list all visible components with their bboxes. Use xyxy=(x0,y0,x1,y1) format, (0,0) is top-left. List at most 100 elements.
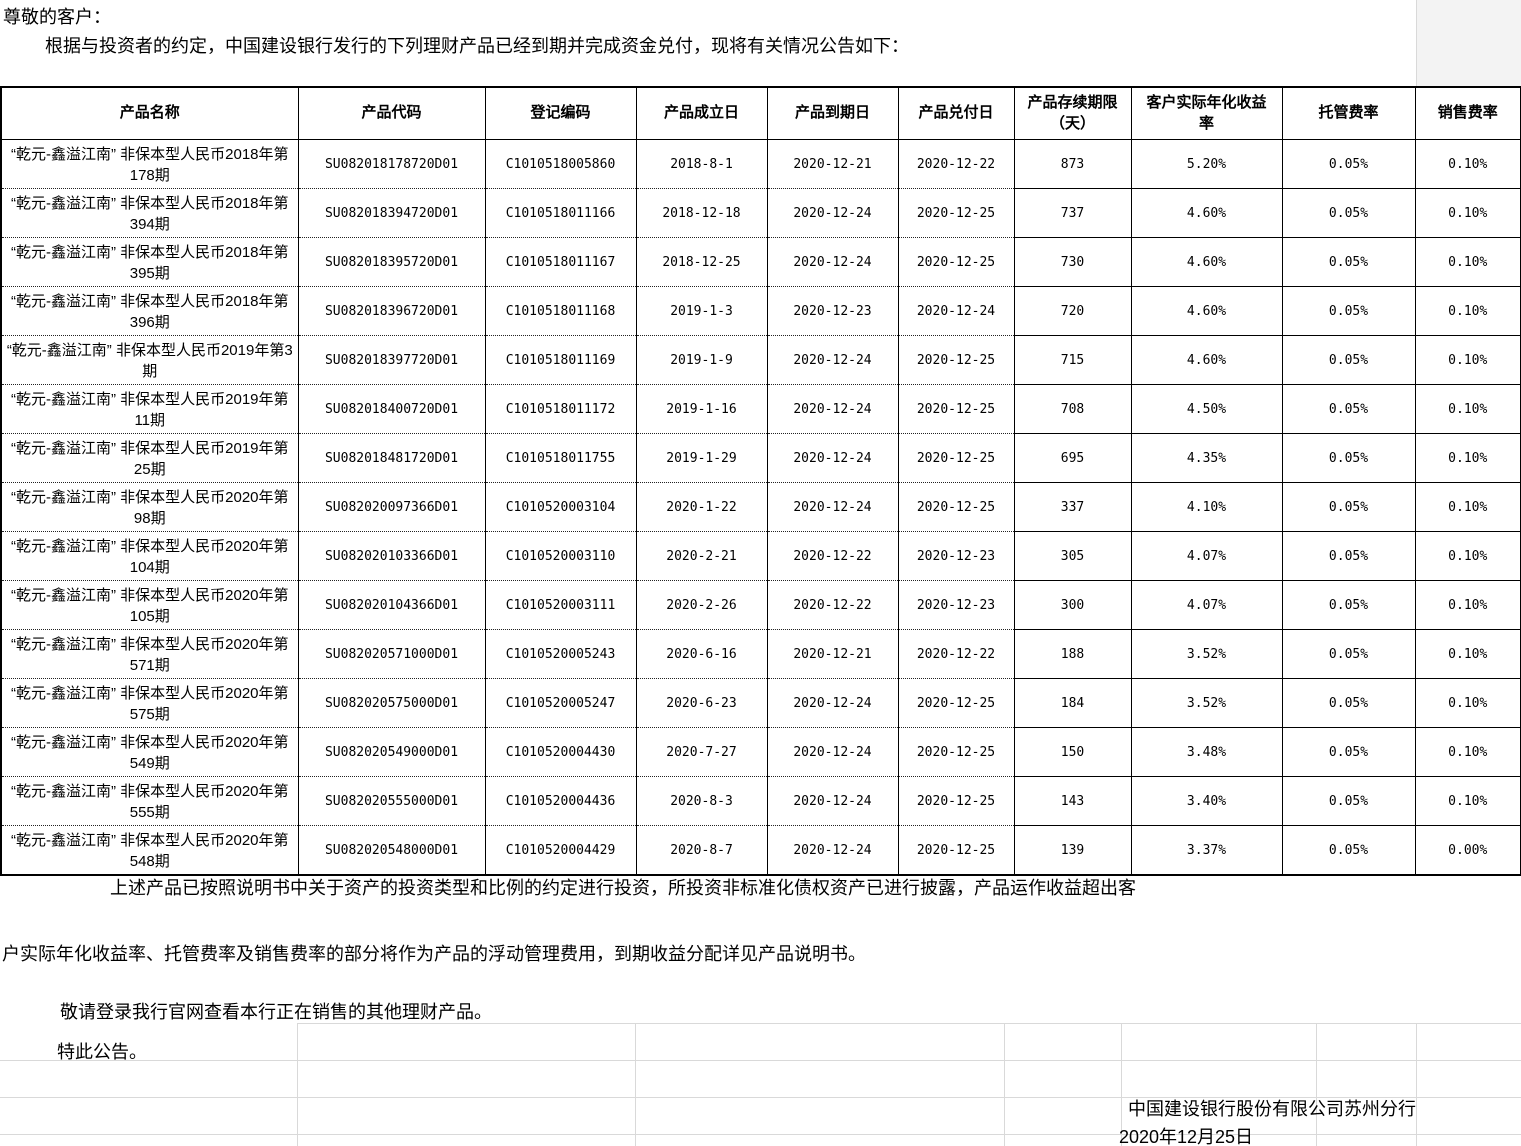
product-value-cell: 0.10% xyxy=(1415,629,1521,679)
column-header: 产品到期日 xyxy=(767,87,899,140)
greeting-text: 尊敬的客户： xyxy=(3,7,111,27)
product-name-cell: “乾元-鑫溢江南” 非保本型人民币2018年第394期 xyxy=(1,188,299,238)
product-value-cell: 0.10% xyxy=(1415,678,1521,728)
column-header: 托管费率 xyxy=(1282,87,1416,140)
product-value-cell: 2020-8-7 xyxy=(636,825,768,876)
product-value-cell: 708 xyxy=(1014,384,1132,434)
other-products-note: 敬请登录我行官网查看本行正在销售的其他理财产品。 xyxy=(60,1002,492,1022)
product-value-cell: 2020-12-25 xyxy=(898,384,1015,434)
product-value-cell: 2020-12-22 xyxy=(767,580,899,630)
product-value-cell: 2019-1-3 xyxy=(636,286,768,336)
product-name-cell: “乾元-鑫溢江南” 非保本型人民币2020年第549期 xyxy=(1,727,299,777)
product-value-cell: 720 xyxy=(1014,286,1132,336)
product-value-cell: 0.05% xyxy=(1282,335,1416,385)
product-value-cell: 0.10% xyxy=(1415,776,1521,826)
product-value-cell: SU082020571000D01 xyxy=(298,629,486,679)
table-row: “乾元-鑫溢江南” 非保本型人民币2018年第396期 SU08201839672… xyxy=(1,286,1521,336)
product-value-cell: 2019-1-16 xyxy=(636,384,768,434)
product-value-cell: SU082020103366D01 xyxy=(298,531,486,581)
product-name-cell: “乾元-鑫溢江南” 非保本型人民币2020年第548期 xyxy=(1,825,299,876)
spreadsheet-gridline xyxy=(297,1023,298,1146)
spreadsheet-gridline xyxy=(1004,1023,1005,1146)
product-value-cell: 715 xyxy=(1014,335,1132,385)
product-value-cell: 4.50% xyxy=(1131,384,1283,434)
product-value-cell: SU082018394720D01 xyxy=(298,188,486,238)
product-value-cell: 2020-12-22 xyxy=(898,629,1015,679)
product-value-cell: C1010518011755 xyxy=(485,433,637,483)
product-value-cell: C1010520004436 xyxy=(485,776,637,826)
product-value-cell: 3.40% xyxy=(1131,776,1283,826)
product-name-cell: “乾元-鑫溢江南” 非保本型人民币2019年第3期 xyxy=(1,335,299,385)
product-value-cell: 0.05% xyxy=(1282,678,1416,728)
product-name-cell: “乾元-鑫溢江南” 非保本型人民币2018年第178期 xyxy=(1,139,299,189)
product-value-cell: 2020-6-16 xyxy=(636,629,768,679)
product-value-cell: 4.60% xyxy=(1131,335,1283,385)
table-row: “乾元-鑫溢江南” 非保本型人民币2020年第575期 SU08202057500… xyxy=(1,678,1521,728)
product-value-cell: 0.05% xyxy=(1282,286,1416,336)
product-name-cell: “乾元-鑫溢江南” 非保本型人民币2020年第98期 xyxy=(1,482,299,532)
product-value-cell: 150 xyxy=(1014,727,1132,777)
disclosure-note-line2: 户实际年化收益率、托管费率及销售费率的部分将作为产品的浮动管理费用，到期收益分配… xyxy=(2,944,866,964)
spreadsheet-gridline xyxy=(1121,1023,1122,1146)
product-value-cell: 2020-12-23 xyxy=(767,286,899,336)
product-value-cell: 2019-1-29 xyxy=(636,433,768,483)
product-value-cell: 2020-12-24 xyxy=(767,433,899,483)
column-header: 客户实际年化收益率 xyxy=(1131,87,1283,140)
product-value-cell: SU082020549000D01 xyxy=(298,727,486,777)
product-value-cell: 0.10% xyxy=(1415,237,1521,287)
product-name-cell: “乾元-鑫溢江南” 非保本型人民币2018年第395期 xyxy=(1,237,299,287)
product-value-cell: 300 xyxy=(1014,580,1132,630)
product-value-cell: 2020-12-24 xyxy=(767,335,899,385)
product-value-cell: 0.05% xyxy=(1282,825,1416,876)
spreadsheet-gridline xyxy=(0,1097,1521,1098)
product-value-cell: 2020-6-23 xyxy=(636,678,768,728)
product-name-cell: “乾元-鑫溢江南” 非保本型人民币2020年第105期 xyxy=(1,580,299,630)
product-value-cell: C1010520003110 xyxy=(485,531,637,581)
product-value-cell: 2020-12-25 xyxy=(898,678,1015,728)
spreadsheet-gridline xyxy=(0,1060,1521,1061)
product-value-cell: 0.00% xyxy=(1415,825,1521,876)
table-header-row: 产品名称 产品代码 登记编码 产品成立日 产品到期日 产品兑付日 产品存续期限（天） 客户实际… xyxy=(1,87,1521,140)
table-row: “乾元-鑫溢江南” 非保本型人民币2018年第395期 SU08201839572… xyxy=(1,237,1521,287)
product-name-cell: “乾元-鑫溢江南” 非保本型人民币2020年第104期 xyxy=(1,531,299,581)
product-value-cell: 2020-7-27 xyxy=(636,727,768,777)
product-value-cell: C1010518011166 xyxy=(485,188,637,238)
product-value-cell: 0.10% xyxy=(1415,580,1521,630)
header-row: 产品名称 产品代码 登记编码 产品成立日 产品到期日 产品兑付日 产品存续期限（天） 客户实际… xyxy=(1,87,1521,140)
spreadsheet-gridline xyxy=(635,1023,636,1146)
product-name-cell: “乾元-鑫溢江南” 非保本型人民币2019年第11期 xyxy=(1,384,299,434)
product-value-cell: 4.07% xyxy=(1131,580,1283,630)
product-value-cell: 730 xyxy=(1014,237,1132,287)
product-value-cell: 2020-12-24 xyxy=(767,727,899,777)
product-value-cell: 184 xyxy=(1014,678,1132,728)
product-value-cell: 0.05% xyxy=(1282,580,1416,630)
column-header: 产品兑付日 xyxy=(898,87,1015,140)
product-value-cell: 0.05% xyxy=(1282,188,1416,238)
spreadsheet-gridline xyxy=(0,1134,1521,1135)
product-value-cell: 2018-12-18 xyxy=(636,188,768,238)
table-row: “乾元-鑫溢江南” 非保本型人民币2019年第3期 SU082018397720D… xyxy=(1,335,1521,385)
column-header: 销售费率 xyxy=(1415,87,1521,140)
product-value-cell: 2020-12-25 xyxy=(898,335,1015,385)
product-value-cell: 2020-1-22 xyxy=(636,482,768,532)
column-header: 产品成立日 xyxy=(636,87,768,140)
product-value-cell: 2020-12-22 xyxy=(767,531,899,581)
product-value-cell: 2020-12-21 xyxy=(767,629,899,679)
spreadsheet-gridline xyxy=(1416,0,1417,86)
product-value-cell: 2020-12-24 xyxy=(767,825,899,876)
column-header: 登记编码 xyxy=(485,87,637,140)
product-value-cell: 4.10% xyxy=(1131,482,1283,532)
product-name-cell: “乾元-鑫溢江南” 非保本型人民币2020年第571期 xyxy=(1,629,299,679)
product-value-cell: 305 xyxy=(1014,531,1132,581)
product-value-cell: SU082020548000D01 xyxy=(298,825,486,876)
table-row: “乾元-鑫溢江南” 非保本型人民币2019年第25期 SU082018481720… xyxy=(1,433,1521,483)
table-row: “乾元-鑫溢江南” 非保本型人民币2018年第394期 SU08201839472… xyxy=(1,188,1521,238)
products-table: 产品名称 产品代码 登记编码 产品成立日 产品到期日 产品兑付日 产品存续期限（天） 客户实际… xyxy=(0,86,1521,876)
product-value-cell: 2020-12-24 xyxy=(898,286,1015,336)
product-value-cell: SU082020555000D01 xyxy=(298,776,486,826)
product-value-cell: 3.52% xyxy=(1131,678,1283,728)
product-value-cell: C1010520005243 xyxy=(485,629,637,679)
spreadsheet-gridline xyxy=(1416,1023,1417,1146)
product-value-cell: 0.10% xyxy=(1415,384,1521,434)
product-value-cell: 4.35% xyxy=(1131,433,1283,483)
